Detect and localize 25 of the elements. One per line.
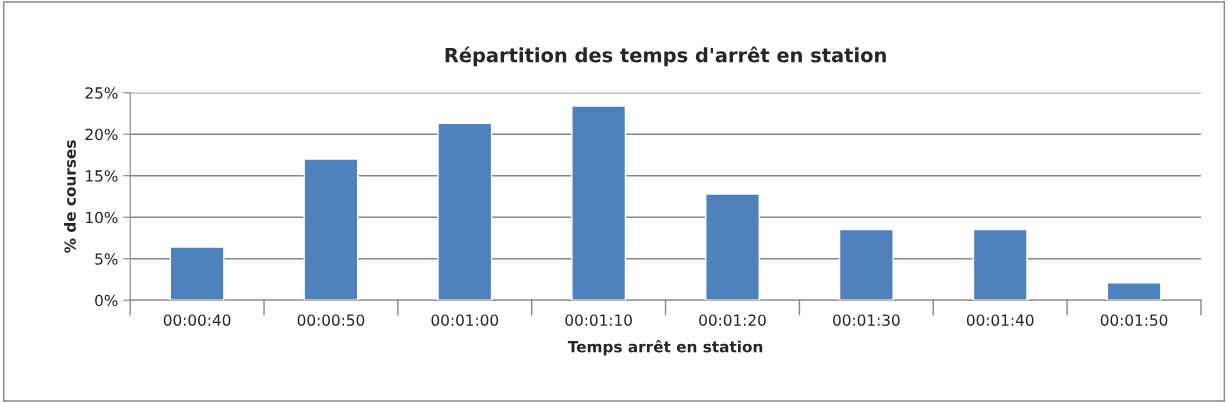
bar [437, 122, 493, 301]
x-tick-label: 00:01:10 [565, 314, 632, 326]
y-axis-title: % de courses [64, 140, 76, 253]
y-tick-label: 10% [86, 211, 118, 224]
bar [972, 228, 1028, 301]
x-tick-label: 00:00:40 [163, 314, 231, 326]
x-tick-label: 00:01:30 [833, 314, 900, 326]
x-tick-label: 00:01:20 [699, 314, 766, 326]
bar [169, 246, 225, 301]
bar [705, 193, 760, 301]
chart-title: Répartition des temps d'arrêt en station [445, 46, 886, 67]
x-axis-title: Temps arrêt en station [567, 340, 763, 356]
y-tick-label: 5% [95, 253, 118, 265]
x-tick-label: 00:01:40 [966, 314, 1034, 326]
bar [571, 105, 627, 301]
x-tick-label: 00:01:00 [431, 314, 499, 326]
bar [303, 158, 359, 301]
y-tick-label: 25% [85, 87, 118, 99]
x-tick-label: 00:00:50 [297, 314, 365, 326]
bar [838, 228, 894, 301]
y-tick-label: 15% [86, 170, 118, 182]
y-tick-label: 0% [95, 294, 118, 307]
bar [1106, 282, 1162, 301]
y-tick-label: 20% [85, 128, 118, 141]
x-tick-label: 00:01:50 [1100, 314, 1168, 326]
